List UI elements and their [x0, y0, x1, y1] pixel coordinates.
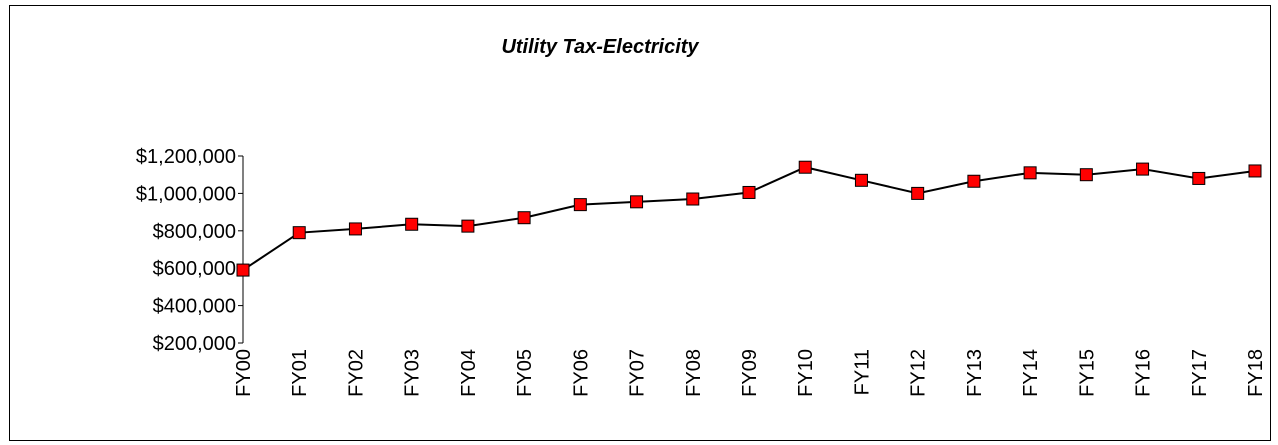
point-marker: [630, 195, 644, 209]
y-tick-label: $400,000: [153, 296, 236, 318]
x-tick-label: FY00: [233, 349, 255, 397]
point-marker: [686, 192, 700, 206]
point-marker: [854, 173, 868, 187]
point-marker: [742, 185, 756, 199]
x-tick-label: FY13: [964, 349, 986, 397]
x-tick-label: FY05: [514, 349, 536, 397]
x-tick-label: FY16: [1133, 349, 1155, 397]
point-marker: [573, 198, 587, 212]
x-tick-label: FY06: [570, 349, 592, 397]
point-marker: [967, 174, 981, 188]
x-tick-label: FY07: [627, 349, 649, 397]
x-tick-label: FY10: [795, 349, 817, 397]
point-marker: [1136, 162, 1150, 176]
x-tick-label: FY18: [1245, 349, 1267, 397]
point-marker: [1079, 168, 1093, 182]
x-tick-label: FY02: [345, 349, 367, 397]
x-tick-label: FY11: [851, 349, 873, 395]
y-tick-label: $800,000: [153, 221, 236, 243]
point-marker: [405, 217, 419, 231]
x-tick-label: FY01: [289, 349, 311, 397]
y-tick-label: $600,000: [153, 258, 236, 280]
point-marker: [1023, 166, 1037, 180]
chart-title: Utility Tax-Electricity: [501, 36, 699, 58]
x-tick-label: FY14: [1020, 349, 1042, 397]
y-tick-label: $1,000,000: [136, 183, 236, 205]
x-tick-label: FY04: [458, 349, 480, 397]
chart-border: [9, 5, 1271, 441]
point-marker: [517, 211, 531, 225]
point-marker: [236, 263, 250, 277]
y-tick-label: $1,200,000: [136, 146, 236, 168]
x-tick-label: FY12: [908, 349, 930, 397]
point-marker: [911, 186, 925, 200]
point-marker: [292, 226, 306, 240]
point-marker: [461, 219, 475, 233]
y-tick-label: $200,000: [153, 333, 236, 355]
x-tick-label: FY08: [683, 349, 705, 397]
x-tick-label: FY03: [402, 349, 424, 397]
point-marker: [1248, 164, 1262, 178]
point-marker: [348, 222, 362, 236]
x-tick-label: FY09: [739, 349, 761, 397]
x-tick-label: FY15: [1076, 349, 1098, 397]
x-tick-label: FY17: [1189, 349, 1211, 397]
point-marker: [1192, 171, 1206, 185]
point-marker: [798, 160, 812, 174]
